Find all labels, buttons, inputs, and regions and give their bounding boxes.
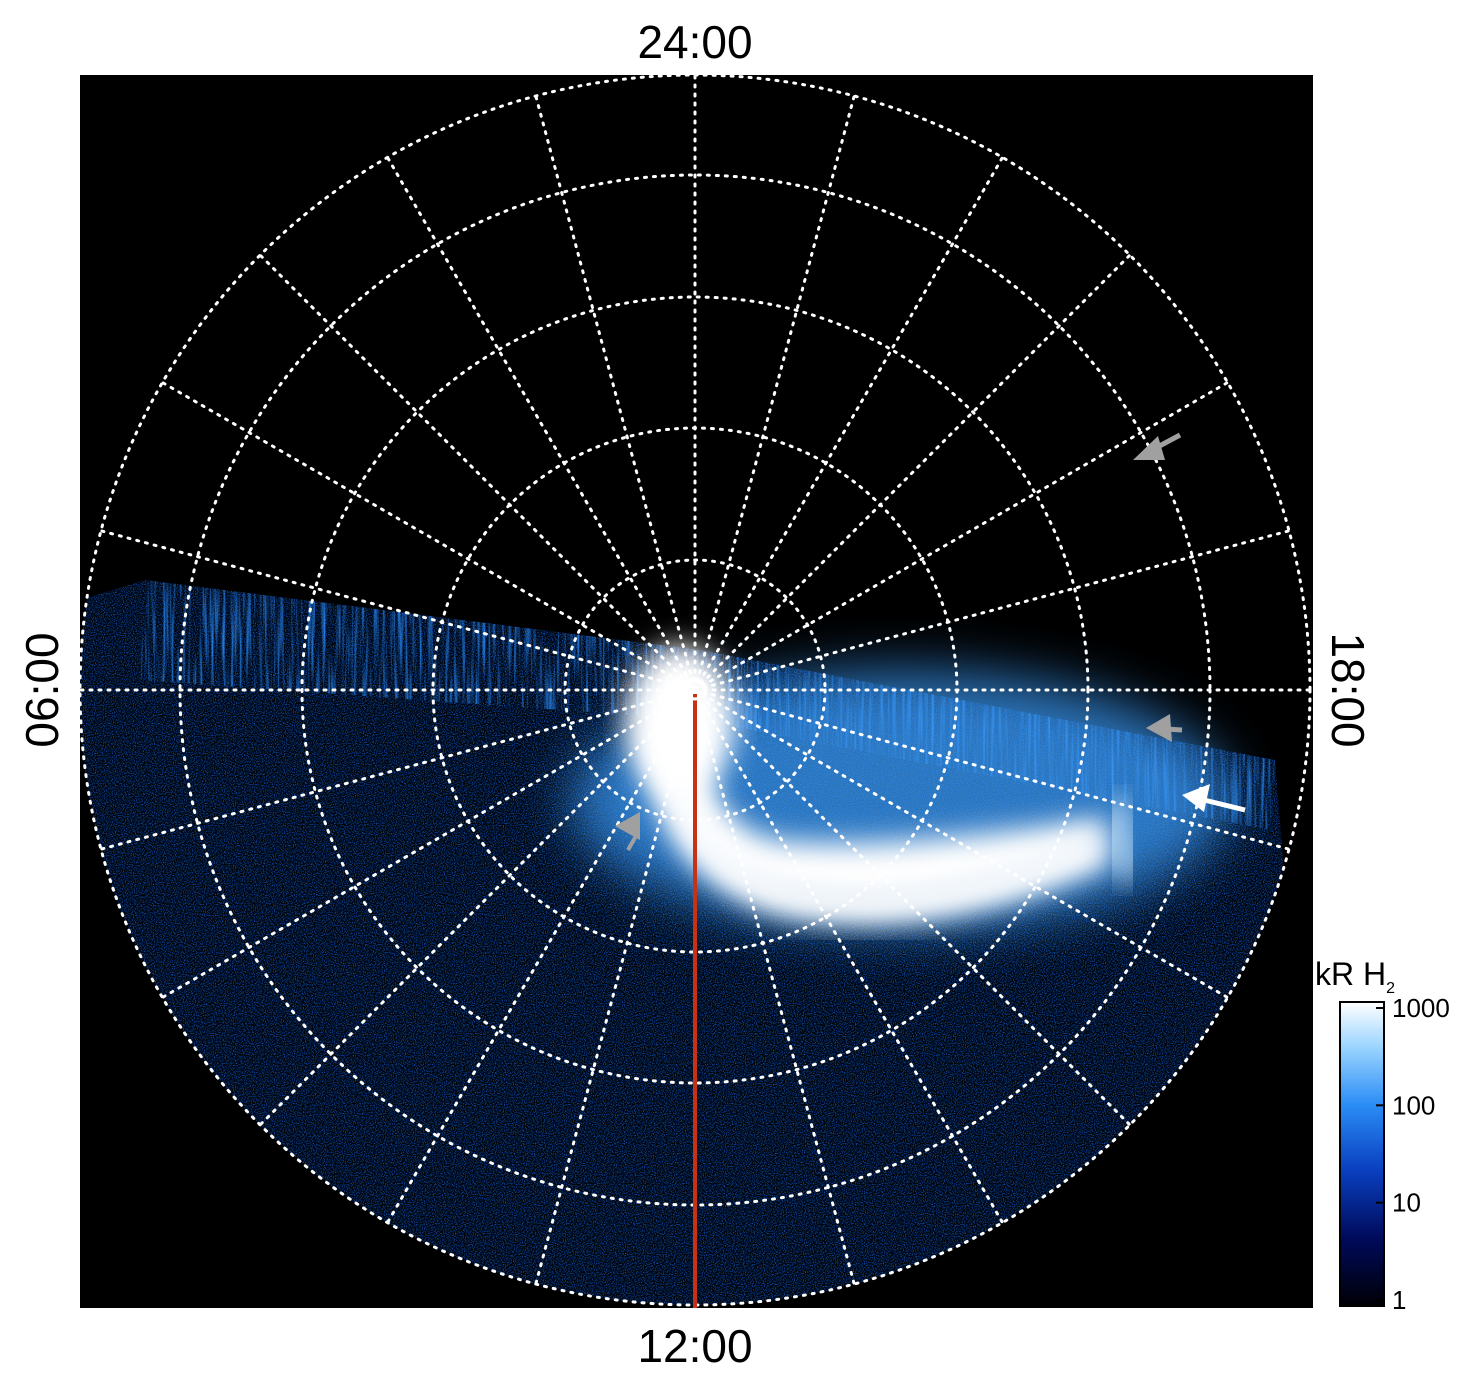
- pole-marker: [684, 679, 706, 701]
- colorbar-tick-label: 1000: [1392, 993, 1450, 1023]
- arrow-gray-left: [615, 812, 640, 851]
- dusk-arc: [1106, 798, 1139, 882]
- meridian-line: [693, 94, 856, 692]
- label-top: 24:00: [637, 16, 752, 68]
- main-oval-arc: [649, 727, 1114, 924]
- meridian-line: [693, 688, 1291, 851]
- main-auroral-emission: [658, 720, 1110, 905]
- label-left: 06:00: [16, 632, 68, 747]
- arrow-gray-right: [1146, 714, 1183, 742]
- cusp-spot: [625, 645, 735, 795]
- arrow-gray-upper-right: [1133, 432, 1182, 460]
- colorbar-gradient: [1339, 1001, 1385, 1307]
- meridian-line: [386, 155, 697, 692]
- emission-layer: [80, 580, 1310, 1305]
- meridian-line: [99, 529, 697, 692]
- meridian-line: [693, 688, 1004, 1225]
- annotation-arrows: [615, 432, 1246, 851]
- label-bottom: 12:00: [637, 1320, 752, 1372]
- meridian-line: [693, 253, 1132, 692]
- meridian-line: [534, 688, 697, 1286]
- label-right: 18:00: [1322, 632, 1374, 747]
- arrow-white-right: [1182, 784, 1246, 813]
- meridian-line: [258, 688, 697, 1127]
- colorbar-tick-label: 100: [1392, 1090, 1435, 1120]
- colorbar: kR H2 1000 100 10 1: [1315, 956, 1450, 1315]
- meridian-line: [693, 529, 1291, 692]
- meridian-line: [160, 381, 697, 692]
- latitude-circle: [300, 295, 1090, 1085]
- meridian-line: [693, 688, 1132, 1127]
- colorbar-tick-label: 1: [1392, 1285, 1406, 1315]
- colorbar-unit: kR H2: [1315, 956, 1395, 997]
- meridian-line: [693, 688, 856, 1286]
- meridian-line: [693, 688, 1230, 999]
- meridian-line: [258, 253, 697, 692]
- meridian-line: [693, 155, 1004, 692]
- latitude-circle: [563, 558, 827, 822]
- colorbar-tick-label: 10: [1392, 1188, 1421, 1218]
- meridian-line: [386, 688, 697, 1225]
- meridian-line: [99, 688, 697, 851]
- meridian-line: [534, 94, 697, 692]
- meridian-line: [693, 381, 1230, 692]
- meridian-line: [160, 688, 697, 999]
- polar-grid: [80, 75, 1312, 1307]
- colorbar-ticks: 1000 100 10 1: [1376, 993, 1450, 1315]
